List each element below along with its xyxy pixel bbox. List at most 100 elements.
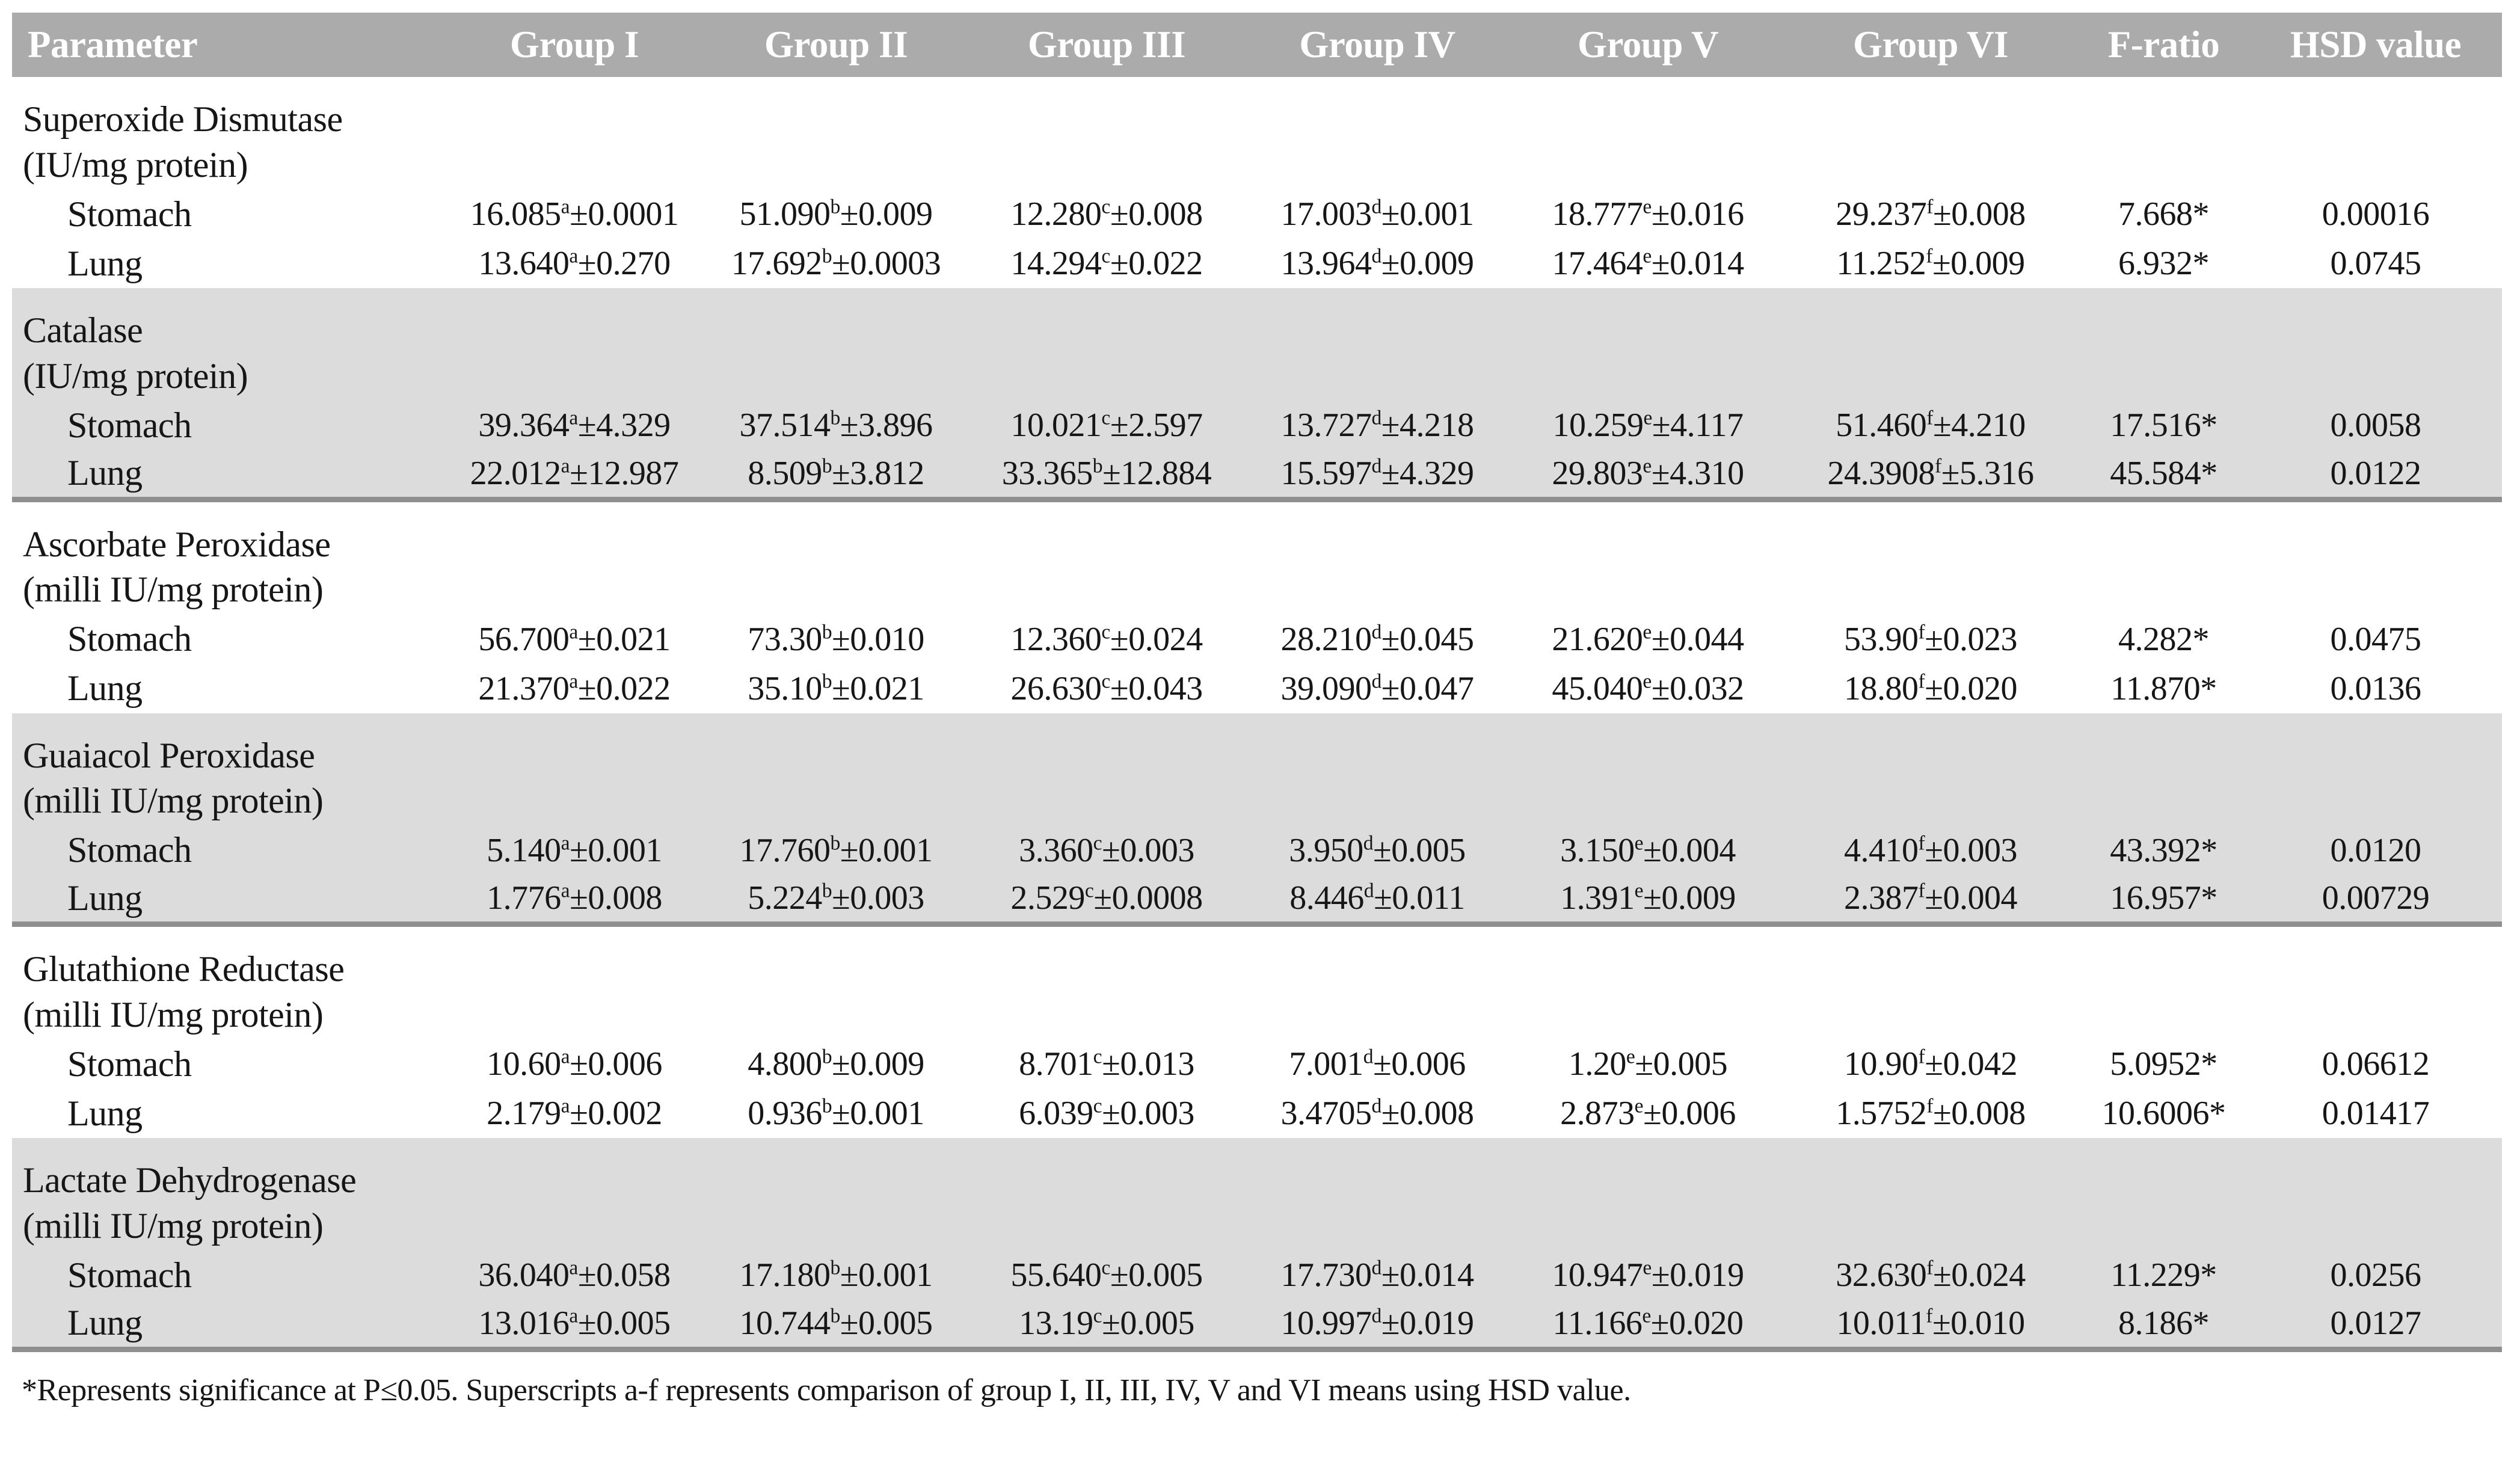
column-header-parameter: Parameter: [12, 13, 448, 77]
data-row-stomach: Stomach 39.364a±4.329 37.514b±3.896 10.021c…: [12, 401, 2502, 450]
tissue-label: Stomach: [67, 1255, 192, 1295]
group-2-value: 0.936b±0.001: [748, 1095, 924, 1132]
hsd-value: 0.0475: [2330, 620, 2422, 658]
superscript: a: [561, 455, 570, 478]
parameter-unit: (IU/mg protein): [23, 355, 248, 396]
superscript: f: [1926, 1095, 1933, 1118]
column-header-group-v: Group V: [1513, 13, 1783, 77]
superscript: f: [1926, 407, 1933, 429]
superscript: a: [569, 1305, 578, 1327]
group-2-value: 73.30b±0.010: [748, 620, 924, 658]
group-3-value: 26.630c±0.043: [1010, 669, 1203, 707]
group-6-value: 18.80f±0.020: [1844, 669, 2017, 707]
parameter-name: Guaiacol Peroxidase: [23, 735, 315, 775]
superscript: a: [561, 195, 570, 218]
group-4-value: 8.446d±0.011: [1289, 879, 1465, 917]
group-1-value: 21.370a±0.022: [478, 669, 671, 707]
group-6-value: 11.252f±0.009: [1836, 245, 2025, 282]
superscript: d: [1371, 407, 1381, 429]
parameter-name-row: Ascorbate Peroxidase: [12, 499, 2502, 565]
superscript: c: [1101, 620, 1110, 643]
superscript: e: [1643, 620, 1652, 643]
group-6-value: 4.410f±0.003: [1844, 831, 2017, 869]
superscript: a: [561, 1045, 570, 1068]
hsd-value: 0.00729: [2322, 879, 2430, 917]
superscript: f: [1918, 669, 1925, 692]
group-4-value: 7.001d±0.006: [1289, 1045, 1466, 1083]
tissue-label: Lung: [67, 878, 143, 918]
group-4-value: 17.730d±0.014: [1280, 1256, 1474, 1294]
f-ratio-value: 5.0952*: [2110, 1045, 2217, 1083]
group-3-value: 2.529c±0.0008: [1010, 879, 1203, 917]
group-5-value: 18.777e±0.016: [1552, 195, 1744, 233]
parameter-name-row: Catalase: [12, 288, 2502, 351]
superscript: d: [1363, 1045, 1374, 1068]
superscript: d: [1371, 1305, 1381, 1327]
superscript: b: [830, 1305, 840, 1327]
hsd-value: 0.0745: [2330, 245, 2422, 282]
group-4-value: 10.997d±0.019: [1280, 1304, 1474, 1342]
group-3-value: 3.360c±0.003: [1019, 831, 1194, 869]
f-ratio-value: 17.516*: [2110, 407, 2217, 444]
superscript: d: [1371, 1095, 1381, 1118]
group-6-value: 24.3908f±5.316: [1827, 454, 2034, 492]
table-header: Parameter Group I Group II Group III Group I…: [12, 13, 2502, 77]
section-ascorbate-peroxidase: Ascorbate Peroxidase (milli IU/mg protein…: [12, 499, 2502, 713]
superscript: f: [1918, 879, 1925, 902]
hsd-value: 0.0058: [2330, 407, 2422, 444]
superscript: e: [1643, 407, 1652, 429]
superscript: a: [569, 620, 578, 643]
superscript: f: [1918, 831, 1925, 854]
superscript: c: [1093, 831, 1102, 854]
superscript: a: [569, 245, 578, 268]
group-5-value: 2.873e±0.006: [1560, 1095, 1736, 1132]
f-ratio-value: 11.229*: [2110, 1256, 2217, 1294]
group-3-value: 55.640c±0.005: [1010, 1256, 1203, 1294]
hsd-value: 0.0122: [2330, 454, 2422, 492]
tissue-label: Lung: [67, 453, 143, 493]
superscript: a: [569, 669, 578, 692]
superscript: e: [1626, 1045, 1635, 1068]
f-ratio-value: 8.186*: [2118, 1304, 2210, 1342]
superscript: f: [1926, 195, 1933, 218]
superscript: c: [1101, 195, 1110, 218]
f-ratio-value: 7.668*: [2118, 195, 2210, 233]
parameter-unit-row: (milli IU/mg protein): [12, 1201, 2502, 1250]
tissue-label: Stomach: [67, 619, 192, 659]
superscript: b: [822, 1095, 832, 1118]
superscript: e: [1634, 1095, 1644, 1118]
parameter-unit-row: (milli IU/mg protein): [12, 990, 2502, 1039]
parameter-unit: (milli IU/mg protein): [23, 1205, 324, 1246]
group-1-value: 13.016a±0.005: [478, 1304, 671, 1342]
section-glutathione-reductase: Glutathione Reductase (milli IU/mg protei…: [12, 924, 2502, 1139]
superscript: e: [1643, 245, 1652, 268]
group-4-value: 13.727d±4.218: [1280, 407, 1474, 444]
group-5-value: 11.166e±0.020: [1552, 1304, 1744, 1342]
group-3-value: 13.19c±0.005: [1019, 1304, 1194, 1342]
group-4-value: 39.090d±0.047: [1280, 669, 1474, 707]
parameter-unit-row: (milli IU/mg protein): [12, 565, 2502, 615]
parameter-name: Lactate Dehydrogenase: [23, 1160, 357, 1200]
tissue-label: Lung: [67, 668, 143, 708]
group-1-value: 13.640a±0.270: [478, 245, 671, 282]
superscript: d: [1371, 195, 1381, 218]
data-row-lung: Lung 1.776a±0.008 5.224b±0.003 2.529c±0.000…: [12, 875, 2502, 924]
parameter-unit: (milli IU/mg protein): [23, 781, 324, 820]
superscript: b: [822, 245, 832, 268]
data-row-stomach: Stomach 36.040a±0.058 17.180b±0.001 55.640c…: [12, 1250, 2502, 1300]
parameter-name-row: Glutathione Reductase: [12, 924, 2502, 991]
parameter-unit-row: (IU/mg protein): [12, 351, 2502, 401]
group-6-value: 2.387f±0.004: [1844, 879, 2017, 917]
group-5-value: 10.947e±0.019: [1552, 1256, 1744, 1294]
group-5-value: 29.803e±4.310: [1552, 454, 1744, 492]
group-6-value: 32.630f±0.024: [1836, 1256, 2026, 1294]
data-row-stomach: Stomach 56.700a±0.021 73.30b±0.010 12.360c±…: [12, 615, 2502, 664]
column-header-hsd-value: HSD value: [2249, 13, 2502, 77]
superscript: f: [1935, 455, 1941, 478]
data-row-stomach: Stomach 16.085a±0.0001 51.090b±0.009 12.280…: [12, 189, 2502, 239]
group-1-value: 2.179a±0.002: [487, 1095, 662, 1132]
superscript: a: [569, 1256, 578, 1279]
parameter-unit-row: (milli IU/mg protein): [12, 777, 2502, 826]
section-superoxide-dismutase: Superoxide Dismutase (IU/mg protein) Stoma…: [12, 77, 2502, 288]
superscript: b: [822, 669, 832, 692]
